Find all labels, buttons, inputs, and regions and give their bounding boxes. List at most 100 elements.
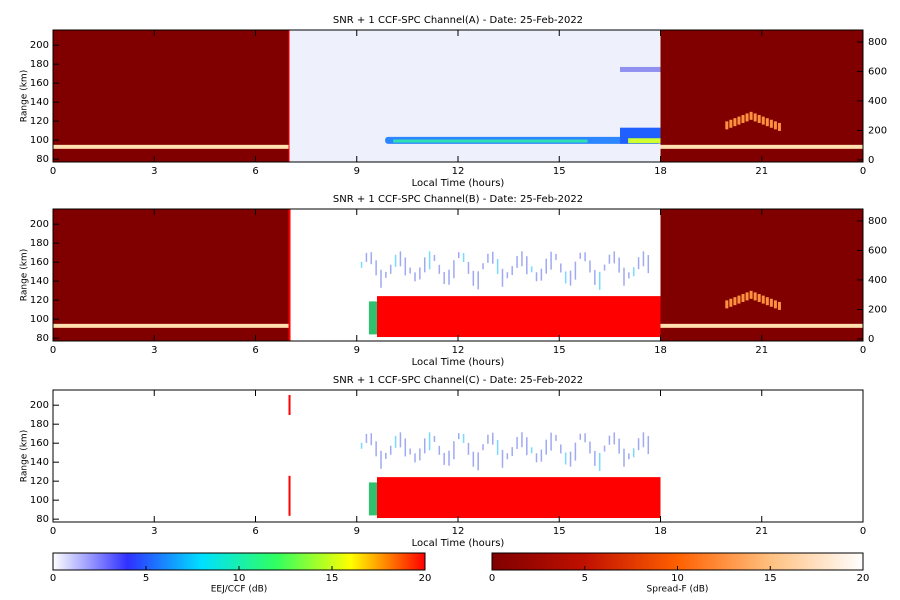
colorbar-tick-label: 5 [143, 573, 149, 584]
x-tick-label: 18 [654, 345, 667, 356]
spread-f-region [660, 30, 863, 162]
y-tick-label: 100 [30, 495, 49, 506]
echo-streak [496, 439, 499, 455]
echo-streak [414, 453, 416, 463]
echo-streak [589, 441, 591, 454]
spread-f-echo [749, 111, 753, 120]
spread-f-echo [753, 113, 757, 122]
channel-edge [288, 395, 291, 415]
x-tick-label: 0 [860, 526, 866, 537]
echo-streak [423, 438, 426, 454]
echo-streak [526, 437, 528, 456]
echo-streak [511, 447, 513, 457]
y-tick-label: 140 [30, 276, 49, 287]
panel-title: SNR + 1 CCF-SPC Channel(A) - Date: 25-Fe… [333, 15, 583, 26]
x-tick-label: 0 [50, 526, 56, 537]
y2-tick-label: 600 [868, 245, 887, 256]
echo-streak [623, 448, 625, 467]
y-tick-label: 120 [30, 295, 49, 306]
channel-edge [288, 209, 291, 341]
echo-streak [584, 252, 586, 262]
echo-streak [419, 267, 421, 280]
echo-streak [506, 272, 509, 279]
x-tick-label: 6 [252, 526, 258, 537]
echo-streak [603, 264, 606, 271]
eej-layer [53, 144, 290, 149]
echo-streak [535, 453, 538, 463]
echo-streak [642, 432, 645, 448]
x-tick-label: 15 [553, 345, 566, 356]
spread-f-echo [741, 115, 745, 124]
echo-streak [477, 452, 479, 471]
echo-streak [482, 444, 484, 451]
colorbar-tick-label: 5 [582, 573, 588, 584]
echo-streak [399, 432, 402, 448]
eej-band-core [628, 138, 661, 144]
colorbar-tick-label: 20 [857, 573, 870, 584]
echo-streak [380, 450, 382, 469]
echo-streak [598, 452, 601, 471]
colorbar-tick-label: 15 [764, 573, 777, 584]
x-tick-label: 21 [755, 526, 768, 537]
y2-tick-label: 200 [868, 304, 887, 315]
spread-f-echo [777, 301, 781, 310]
echo-streak [584, 433, 586, 443]
x-tick-label: 21 [755, 345, 768, 356]
x-tick-label: 12 [452, 345, 465, 356]
echo-streak [467, 261, 470, 274]
echo-streak [608, 435, 611, 445]
channel-edge [288, 475, 291, 516]
echo-streak [423, 257, 426, 273]
spread-f-echo [737, 116, 741, 125]
spread-f-echo [737, 295, 741, 304]
y-tick-label: 160 [30, 438, 49, 449]
echo-streak [540, 268, 543, 281]
echo-streak [375, 441, 377, 457]
spread-f-echo [761, 116, 765, 125]
echo-streak [632, 448, 635, 458]
echo-streak [404, 257, 407, 276]
echo-streak [550, 432, 552, 451]
spread-f-echo [729, 298, 733, 307]
x-tick-label: 6 [252, 345, 258, 356]
echo-streak [574, 442, 577, 461]
echo-streak [438, 264, 441, 274]
x-tick-label: 0 [860, 345, 866, 356]
echo-streak [613, 251, 616, 264]
x-axis-label: Local Time (hours) [412, 357, 505, 368]
echo-streak [360, 261, 363, 268]
echo-streak [443, 452, 445, 465]
spread-f-echo [765, 118, 769, 127]
echo-streak [389, 445, 392, 455]
echo-streak [462, 433, 465, 443]
echo-streak [394, 254, 397, 267]
spread-f-echo [745, 292, 749, 301]
echo-streak [545, 258, 547, 274]
echo-streak [579, 433, 581, 440]
echo-streak [438, 445, 441, 455]
x-tick-label: 12 [452, 166, 465, 177]
spread-f-echo [745, 113, 749, 122]
colorbar-label: EEJ/CCF (dB) [211, 585, 268, 595]
y-tick-label: 80 [36, 154, 49, 165]
echo-streak [409, 448, 411, 455]
echo-streak [545, 439, 547, 455]
echo-streak [385, 452, 387, 459]
echo-streak [623, 267, 625, 286]
x-tick-label: 15 [553, 166, 566, 177]
echo-streak [433, 435, 436, 442]
x-tick-label: 21 [755, 166, 768, 177]
y2-tick-label: 800 [868, 37, 887, 48]
echo-streak [647, 255, 650, 274]
colorbar-tick-label: 0 [489, 573, 495, 584]
echo-streak [472, 451, 475, 467]
eej-layer [660, 144, 863, 149]
spread-f-echo [757, 294, 761, 303]
y-tick-label: 140 [30, 97, 49, 108]
y-axis-label: Range (km) [20, 430, 30, 482]
eej-block [377, 296, 661, 338]
echo-streak [467, 442, 470, 455]
spread-f-echo [769, 119, 773, 128]
echo-streak [404, 438, 407, 457]
